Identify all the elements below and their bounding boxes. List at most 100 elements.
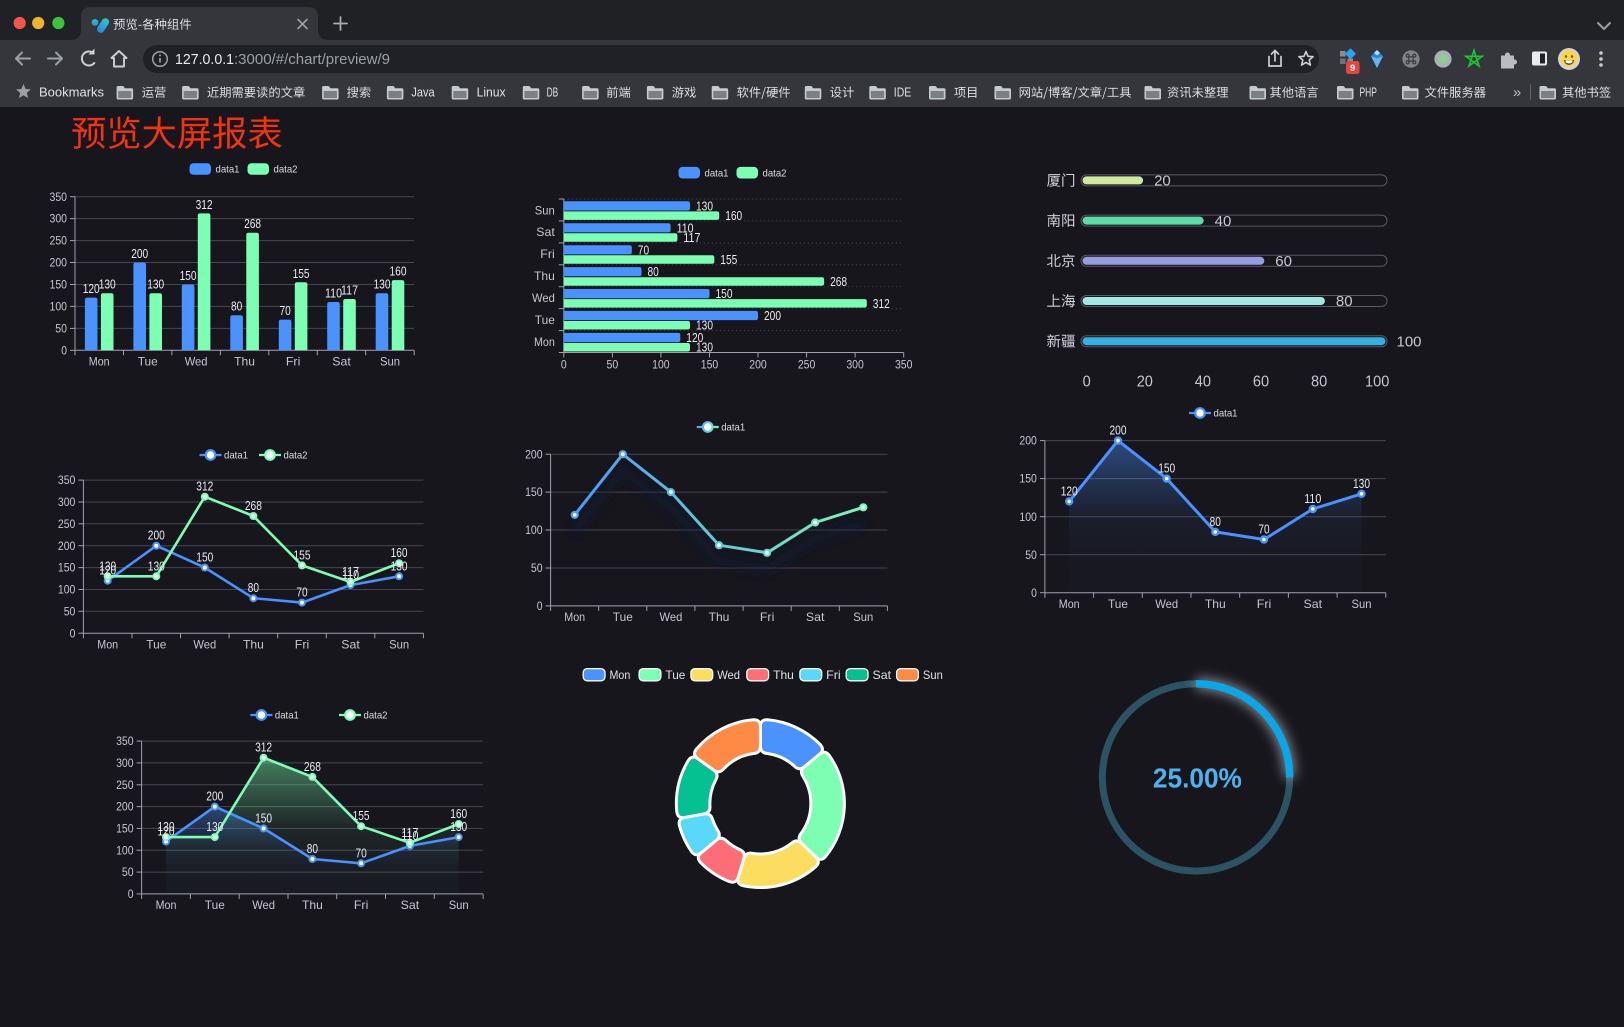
- svg-text:130: 130: [147, 277, 164, 292]
- svg-text:300: 300: [846, 358, 864, 372]
- svg-text:110: 110: [342, 567, 359, 582]
- svg-text:350: 350: [116, 734, 134, 748]
- svg-text:130: 130: [696, 340, 713, 355]
- svg-text:Mon: Mon: [534, 335, 555, 349]
- svg-text:Sat: Sat: [332, 355, 351, 369]
- svg-text:Thu: Thu: [302, 898, 323, 912]
- svg-text:Sun: Sun: [389, 637, 409, 651]
- svg-text:200: 200: [525, 447, 543, 461]
- svg-text:Tue: Tue: [146, 637, 166, 651]
- svg-text:Mon: Mon: [89, 355, 110, 369]
- svg-text:70: 70: [1258, 522, 1269, 537]
- svg-text:Fri: Fri: [540, 247, 555, 261]
- svg-text:80: 80: [1336, 294, 1353, 310]
- svg-text:50: 50: [55, 322, 67, 336]
- svg-text:100: 100: [525, 523, 543, 537]
- svg-text:160: 160: [390, 264, 407, 279]
- svg-text:Mon: Mon: [1059, 597, 1080, 611]
- svg-text:Sun: Sun: [853, 610, 873, 624]
- svg-text:268: 268: [830, 274, 847, 289]
- svg-text:50: 50: [64, 604, 76, 618]
- svg-text:Fri: Fri: [286, 355, 301, 369]
- svg-text:Mon: Mon: [156, 898, 177, 912]
- svg-text:150: 150: [716, 286, 733, 301]
- svg-text:70: 70: [296, 585, 307, 600]
- svg-text:40: 40: [1195, 374, 1211, 391]
- svg-text:data1: data1: [275, 711, 299, 722]
- svg-text:268: 268: [245, 498, 262, 513]
- svg-text:0: 0: [1031, 586, 1037, 600]
- svg-text:Thu: Thu: [709, 610, 730, 624]
- svg-text:80: 80: [248, 580, 259, 595]
- svg-text:data1: data1: [224, 451, 248, 462]
- svg-text:200: 200: [206, 789, 223, 804]
- svg-text:100: 100: [58, 583, 76, 597]
- svg-text:»: »: [1513, 84, 1521, 101]
- svg-text:Wed: Wed: [1155, 597, 1178, 611]
- svg-text:60: 60: [1253, 374, 1269, 391]
- svg-text:Sat: Sat: [806, 610, 825, 624]
- svg-text:Wed: Wed: [252, 898, 275, 912]
- svg-text:Fri: Fri: [1257, 597, 1272, 611]
- svg-text:9: 9: [1350, 63, 1355, 74]
- svg-text:200: 200: [749, 358, 767, 372]
- svg-text:Tue: Tue: [205, 898, 225, 912]
- svg-text:Mon: Mon: [564, 610, 585, 624]
- svg-text:data1: data1: [705, 168, 729, 179]
- svg-text:Sun: Sun: [535, 203, 555, 217]
- svg-text:200: 200: [1019, 434, 1037, 448]
- svg-text:268: 268: [244, 216, 261, 231]
- svg-text:120: 120: [99, 563, 116, 578]
- svg-text:Wed: Wed: [532, 291, 555, 305]
- svg-text:350: 350: [58, 473, 76, 487]
- svg-text:160: 160: [725, 208, 742, 223]
- svg-text:IDE: IDE: [894, 86, 911, 100]
- svg-text:130: 130: [158, 819, 175, 834]
- svg-text:130: 130: [99, 277, 116, 292]
- svg-text:Thu: Thu: [243, 637, 264, 651]
- svg-text:Tue: Tue: [535, 313, 555, 327]
- svg-text:25.00%: 25.00%: [1153, 763, 1242, 794]
- svg-text:130: 130: [99, 558, 116, 573]
- svg-text:Wed: Wed: [185, 355, 208, 369]
- svg-text:Thu: Thu: [234, 355, 255, 369]
- svg-text:117: 117: [342, 564, 359, 579]
- svg-text:Sat: Sat: [1304, 597, 1323, 611]
- svg-text:data1: data1: [721, 423, 745, 434]
- svg-text:150: 150: [50, 278, 68, 292]
- svg-text:160: 160: [450, 806, 467, 821]
- svg-text:150: 150: [701, 358, 719, 372]
- svg-text:200: 200: [58, 539, 76, 553]
- svg-text:150: 150: [525, 485, 543, 499]
- svg-text:Wed: Wed: [717, 668, 740, 682]
- svg-text:0: 0: [61, 343, 67, 357]
- svg-text:50: 50: [607, 358, 619, 372]
- svg-text:Sat: Sat: [873, 668, 892, 682]
- svg-text:70: 70: [279, 303, 290, 318]
- svg-text:0: 0: [1083, 374, 1091, 391]
- svg-text:Thu: Thu: [534, 269, 555, 283]
- svg-text:130: 130: [696, 318, 713, 333]
- svg-text:Sun: Sun: [449, 898, 469, 912]
- svg-text:110: 110: [1304, 491, 1321, 506]
- svg-text:117: 117: [683, 230, 700, 245]
- svg-text:0: 0: [561, 358, 567, 372]
- svg-text:Bookmarks: Bookmarks: [39, 85, 105, 100]
- svg-text:200: 200: [116, 800, 134, 814]
- svg-text:130: 130: [696, 198, 713, 213]
- svg-text:150: 150: [196, 550, 213, 565]
- svg-text:0: 0: [70, 626, 76, 640]
- svg-text:data2: data2: [763, 168, 787, 179]
- svg-text:20: 20: [1154, 174, 1171, 190]
- svg-text:0: 0: [537, 599, 543, 613]
- svg-text:Wed: Wed: [660, 610, 683, 624]
- svg-text:100: 100: [652, 358, 670, 372]
- svg-text:Linux: Linux: [477, 86, 507, 100]
- svg-text:60: 60: [1275, 254, 1292, 270]
- svg-text:155: 155: [353, 808, 370, 823]
- svg-text:150: 150: [255, 810, 272, 825]
- svg-text:70: 70: [638, 242, 649, 257]
- svg-text:250: 250: [116, 778, 134, 792]
- svg-text:130: 130: [391, 558, 408, 573]
- svg-text:20: 20: [1137, 374, 1153, 391]
